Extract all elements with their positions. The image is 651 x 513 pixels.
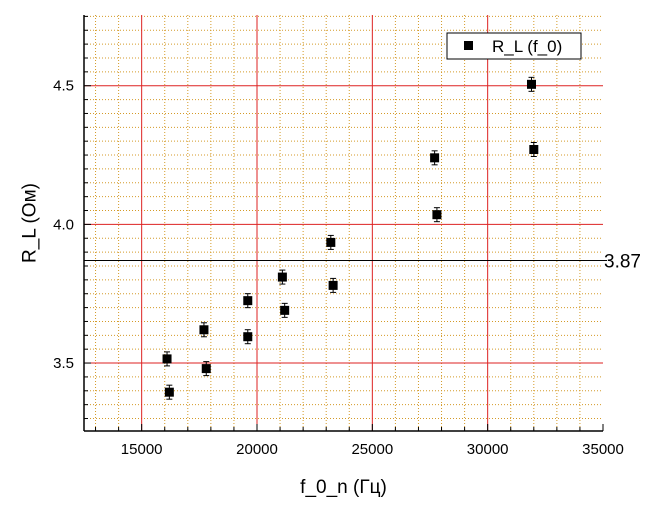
- data-point: [280, 302, 290, 318]
- data-point-marker: [326, 237, 336, 247]
- data-point: [526, 76, 536, 92]
- data-point: [432, 207, 442, 223]
- data-point-marker: [526, 79, 536, 89]
- legend-label: R_L (f_0): [492, 37, 562, 56]
- data-point: [162, 351, 172, 367]
- data-point-marker: [529, 145, 539, 155]
- x-tick-label: 35000: [582, 441, 624, 458]
- axes: [83, 15, 604, 432]
- legend-marker-square-icon: [464, 41, 473, 50]
- data-point: [326, 234, 336, 250]
- x-tick-label: 15000: [121, 441, 163, 458]
- reference-line-label: 3.87: [604, 251, 641, 272]
- x-axis-title: f_0_n (Гц): [300, 477, 387, 498]
- y-axis-title: R_L (Ом): [20, 183, 41, 263]
- legend: R_L (f_0): [446, 32, 582, 60]
- data-point: [164, 384, 174, 400]
- major-grid: [84, 15, 603, 431]
- y-tick-label: 4.5: [53, 78, 74, 95]
- data-point: [243, 329, 253, 345]
- data-point: [199, 322, 209, 338]
- x-tick-labels: 15000 20000 25000 30000 35000: [121, 441, 624, 458]
- data-point-marker: [280, 305, 290, 315]
- data-point-marker: [243, 296, 253, 306]
- data-point: [277, 269, 287, 285]
- data-point-marker: [199, 325, 209, 335]
- y-tick-labels: 3.5 4.0 4.5: [53, 78, 74, 372]
- y-tick-label: 4.0: [53, 216, 74, 233]
- data-point-marker: [432, 210, 442, 220]
- data-point: [328, 277, 338, 293]
- data-point-marker: [201, 364, 211, 374]
- y-tick-label: 3.5: [53, 355, 74, 372]
- x-tick-label: 30000: [467, 441, 509, 458]
- x-tick-label: 25000: [351, 441, 393, 458]
- data-point-marker: [243, 332, 253, 342]
- data-points: [162, 76, 539, 400]
- data-point: [430, 150, 440, 166]
- data-point: [243, 293, 253, 309]
- plot-background: [84, 15, 603, 431]
- x-tick-label: 20000: [236, 441, 278, 458]
- data-point-marker: [430, 153, 440, 163]
- data-point-marker: [164, 387, 174, 397]
- data-point-marker: [328, 280, 338, 290]
- data-point: [529, 142, 539, 158]
- data-point-marker: [277, 272, 287, 282]
- data-point-marker: [162, 354, 172, 364]
- data-point: [201, 361, 211, 377]
